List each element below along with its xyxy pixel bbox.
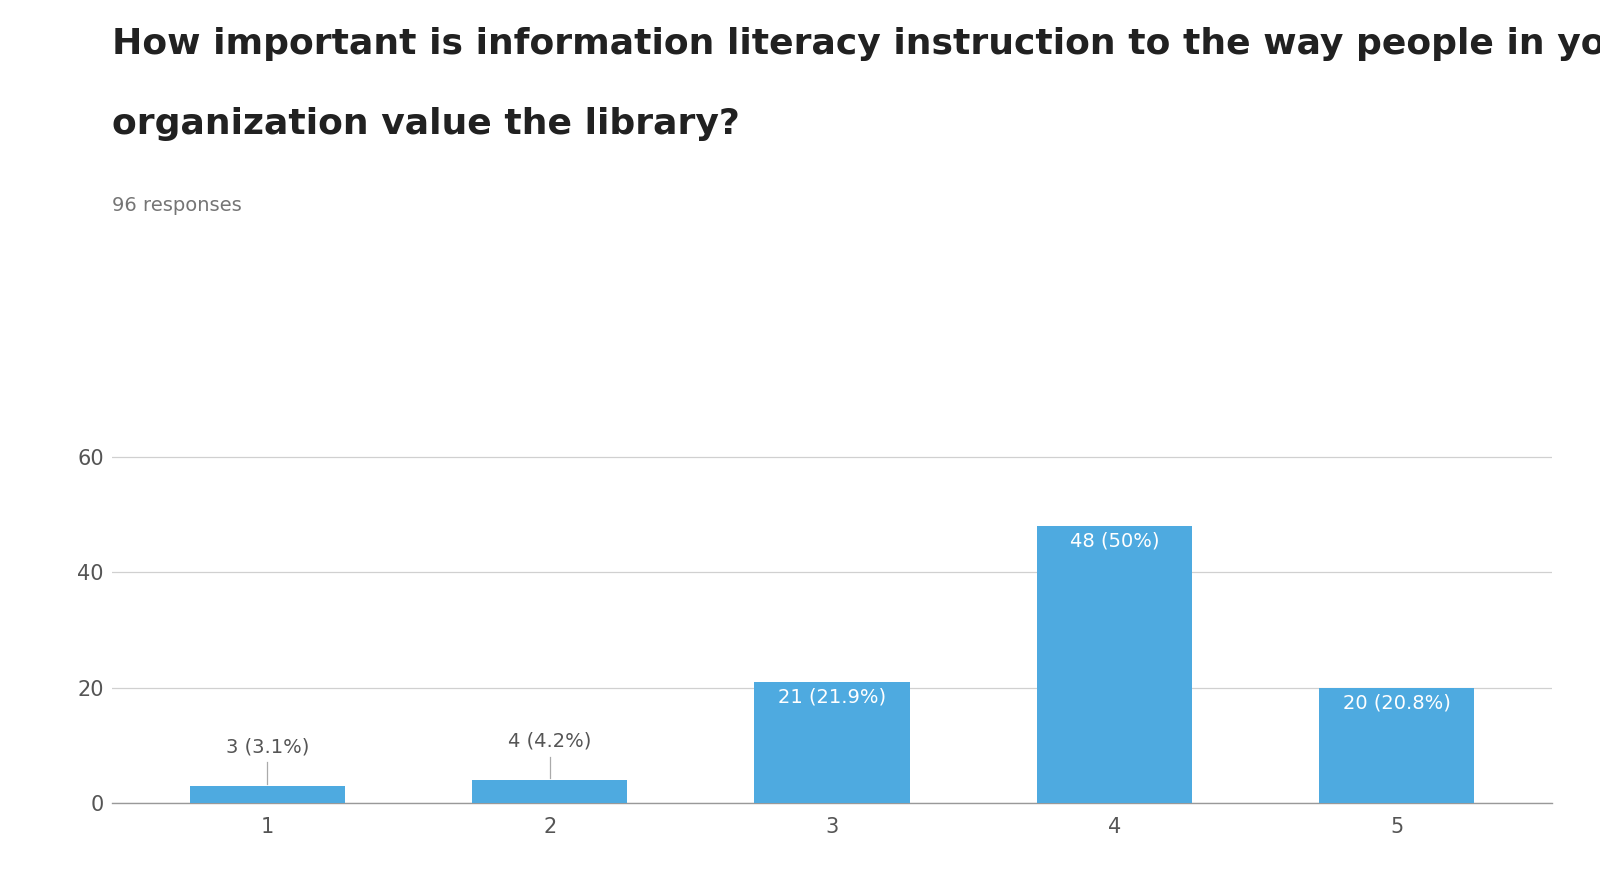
Text: 20 (20.8%): 20 (20.8%) <box>1342 693 1451 713</box>
Bar <box>1318 688 1474 803</box>
Text: 4 (4.2%): 4 (4.2%) <box>507 732 592 751</box>
Text: 21 (21.9%): 21 (21.9%) <box>778 688 886 706</box>
Bar <box>1037 526 1192 803</box>
Text: 48 (50%): 48 (50%) <box>1070 532 1158 551</box>
Bar <box>754 681 910 803</box>
Text: organization value the library?: organization value the library? <box>112 107 739 141</box>
Text: How important is information literacy instruction to the way people in your: How important is information literacy in… <box>112 27 1600 61</box>
Text: 3 (3.1%): 3 (3.1%) <box>226 738 309 756</box>
Bar <box>472 780 627 803</box>
Text: 96 responses: 96 responses <box>112 196 242 215</box>
Bar <box>190 786 346 803</box>
